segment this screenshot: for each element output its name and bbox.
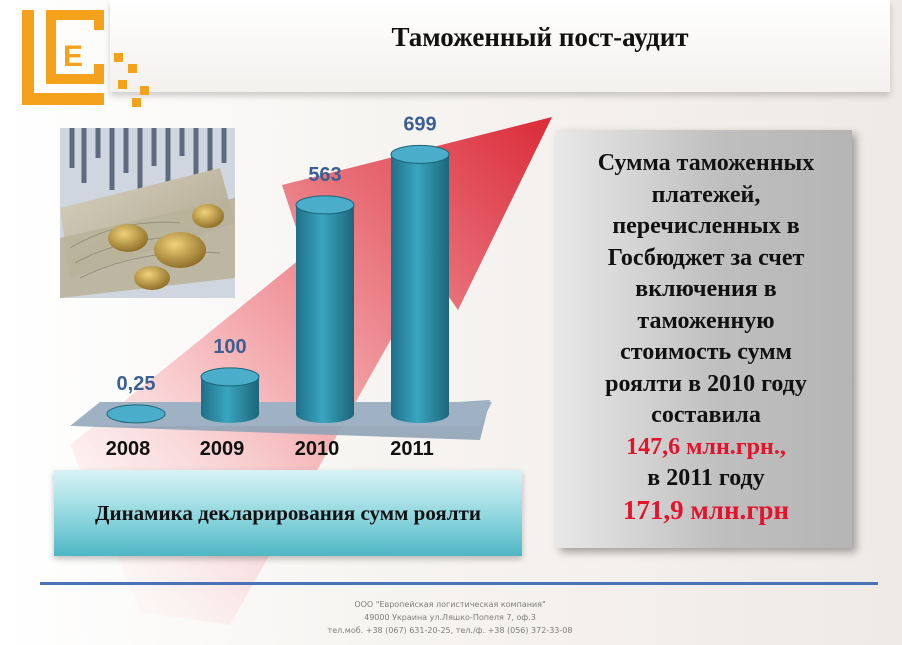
footer-phones: тел.моб. +38 (067) 631-20-25, тел./ф. +3… xyxy=(327,626,573,635)
chart-caption: Динамика декларирования сумм роялти xyxy=(95,500,481,525)
amount-2010: 147,6 млн.грн., xyxy=(626,433,786,460)
footer-company: ООО "Европейская логистическая компания" xyxy=(354,600,546,609)
bar-2011 xyxy=(390,144,450,423)
logo-letter: E xyxy=(63,40,83,73)
money-photo xyxy=(60,128,235,298)
info-middle-text: в 2011 году xyxy=(647,465,765,491)
bar-2010 xyxy=(295,195,355,423)
info-text-block: Сумма таможенных платежей, перечисленных… xyxy=(566,148,846,526)
value-label: 100 xyxy=(213,336,246,358)
footer: ООО "Европейская логистическая компания"… xyxy=(250,598,650,637)
category-label: 2011 xyxy=(390,438,433,460)
category-label: 2008 xyxy=(106,438,151,460)
info-line: включения в xyxy=(635,276,777,302)
bar-2009 xyxy=(200,367,260,423)
footer-address: 49000 Украина ул.Ляшко-Попеля 7, оф.3 xyxy=(364,613,536,622)
value-label: 563 xyxy=(308,164,341,186)
category-label: 2010 xyxy=(295,438,340,460)
info-line: Госбюджет за счет xyxy=(607,244,805,271)
info-line: Сумма таможенных xyxy=(597,150,815,176)
chart-caption-box: Динамика декларирования сумм роялти xyxy=(54,470,522,556)
page-title: Таможенный пост-аудит xyxy=(391,22,689,52)
company-logo: E xyxy=(22,10,149,107)
info-line: роялти в 2010 году xyxy=(605,370,807,397)
info-panel xyxy=(556,130,852,548)
info-line: перечисленных в xyxy=(612,213,800,239)
info-line: платежей, xyxy=(651,181,761,208)
amount-2011: 171,9 млн.грн xyxy=(622,494,790,525)
value-label: 0,25 xyxy=(117,373,156,395)
footer-divider xyxy=(40,582,878,585)
info-line: составила xyxy=(651,402,761,428)
value-label: 699 xyxy=(403,113,436,135)
info-line: стоимость сумм xyxy=(620,339,792,365)
category-label: 2009 xyxy=(200,438,245,460)
info-line: таможенную xyxy=(637,307,775,334)
bar-2008 xyxy=(106,404,166,424)
header-band xyxy=(110,0,890,92)
